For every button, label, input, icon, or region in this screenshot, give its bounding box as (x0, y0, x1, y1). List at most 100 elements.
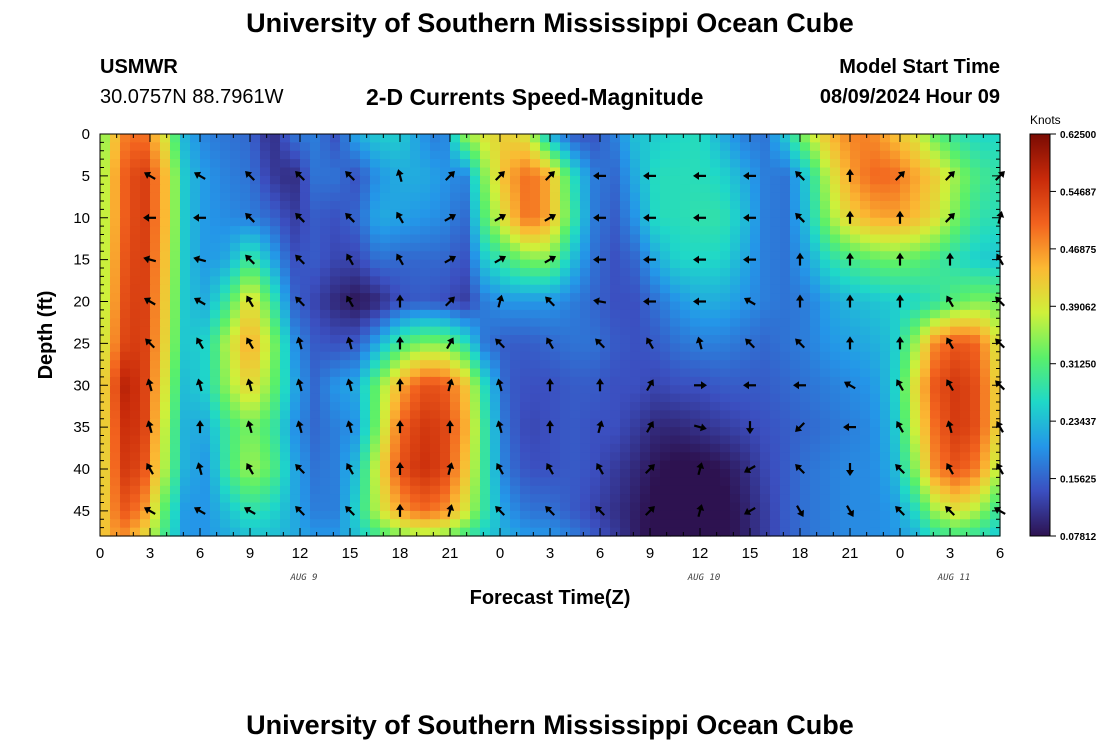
heatmap-cell (170, 427, 181, 437)
heatmap-cell (750, 360, 761, 370)
current-vector (646, 379, 654, 392)
heatmap-cell (330, 368, 341, 378)
heatmap-cell (940, 284, 951, 294)
heatmap-cell (560, 201, 571, 210)
heatmap-cell (460, 343, 471, 353)
current-vector (446, 504, 455, 517)
heatmap-cell (400, 134, 411, 143)
heatmap-cell (240, 259, 251, 269)
heatmap-cell (550, 150, 561, 160)
heatmap-cell (430, 293, 441, 303)
heatmap-cell (380, 460, 391, 470)
heatmap-cell (820, 326, 831, 336)
heatmap-cell (410, 385, 421, 395)
heatmap-cell (670, 402, 681, 411)
heatmap-cell (990, 485, 1001, 495)
heatmap-cell (270, 201, 281, 210)
heatmap-cell (980, 410, 991, 420)
heatmap-cell (160, 418, 171, 428)
heatmap-cell (370, 242, 381, 252)
heatmap-cell (970, 301, 981, 311)
heatmap-cell (970, 226, 981, 236)
heatmap-cell (450, 510, 461, 520)
heatmap-cell (990, 469, 1001, 478)
heatmap-cell (510, 343, 521, 353)
heatmap-cell (640, 527, 651, 537)
heatmap-cell (110, 234, 121, 244)
heatmap-cell (700, 301, 711, 311)
heatmap-cell (170, 326, 181, 336)
heatmap-cell (380, 519, 391, 529)
heatmap-cell (580, 343, 591, 353)
heatmap-cell (650, 184, 661, 194)
heatmap-cell (360, 477, 371, 487)
heatmap-cell (340, 242, 351, 252)
heatmap-cell (630, 469, 641, 478)
heatmap-cell (890, 192, 901, 202)
heatmap-cell (210, 318, 221, 328)
heatmap-cell (310, 192, 321, 202)
heatmap-cell (490, 268, 501, 277)
heatmap-cell (640, 385, 651, 395)
heatmap-cell (580, 293, 591, 303)
heatmap-cell (740, 234, 751, 244)
heatmap-cell (690, 234, 701, 244)
heatmap-cell (570, 443, 581, 453)
heatmap-cell (550, 326, 561, 336)
heatmap-cell (890, 343, 901, 353)
heatmap-cell (540, 226, 551, 236)
heatmap-cell (780, 435, 791, 445)
heatmap-cell (250, 351, 261, 361)
heatmap-cell (350, 209, 361, 219)
heatmap-cell (890, 326, 901, 336)
heatmap-cell (840, 385, 851, 395)
heatmap-cell (790, 368, 801, 378)
heatmap-cell (610, 142, 621, 152)
heatmap-cell (140, 360, 151, 370)
heatmap-cell (730, 242, 741, 252)
current-vector (743, 255, 756, 264)
heatmap-cell (580, 460, 591, 470)
station-name: USMWR (100, 56, 178, 78)
heatmap-cell (950, 477, 961, 487)
heatmap-cell (980, 309, 991, 319)
heatmap-cell (350, 519, 361, 529)
heatmap-cell (840, 485, 851, 495)
heatmap-cell (610, 494, 621, 504)
heatmap-cell (750, 485, 761, 495)
heatmap-cell (280, 502, 291, 512)
heatmap-cell (380, 351, 391, 361)
heatmap-cell (490, 301, 501, 311)
heatmap-cell (660, 142, 671, 152)
heatmap-cell (910, 393, 921, 403)
heatmap-cell (270, 167, 281, 177)
heatmap-cell (460, 485, 471, 495)
heatmap-cell (740, 502, 751, 512)
heatmap-cell (370, 485, 381, 495)
heatmap-cell (130, 385, 141, 395)
heatmap-cell (120, 217, 131, 227)
heatmap-cell (230, 393, 241, 403)
heatmap-cell (970, 427, 981, 437)
heatmap-cell (610, 150, 621, 160)
heatmap-cell (780, 351, 791, 361)
heatmap-cell (800, 150, 811, 160)
heatmap-cell (280, 301, 291, 311)
heatmap-cell (690, 318, 701, 328)
heatmap-cell (370, 175, 381, 185)
heatmap-cell (160, 242, 171, 252)
heatmap-cell (340, 268, 351, 277)
heatmap-cell (140, 393, 151, 403)
heatmap-cell (910, 469, 921, 478)
heatmap-cell (690, 201, 701, 210)
heatmap-cell (190, 360, 201, 370)
heatmap-cell (120, 469, 131, 478)
heatmap-cell (760, 519, 771, 529)
heatmap-cell (580, 167, 591, 177)
heatmap-cell (720, 376, 731, 386)
heatmap-cell (790, 360, 801, 370)
heatmap-cell (280, 142, 291, 152)
heatmap-cell (330, 150, 341, 160)
heatmap-cell (890, 201, 901, 210)
current-vector (193, 171, 206, 180)
